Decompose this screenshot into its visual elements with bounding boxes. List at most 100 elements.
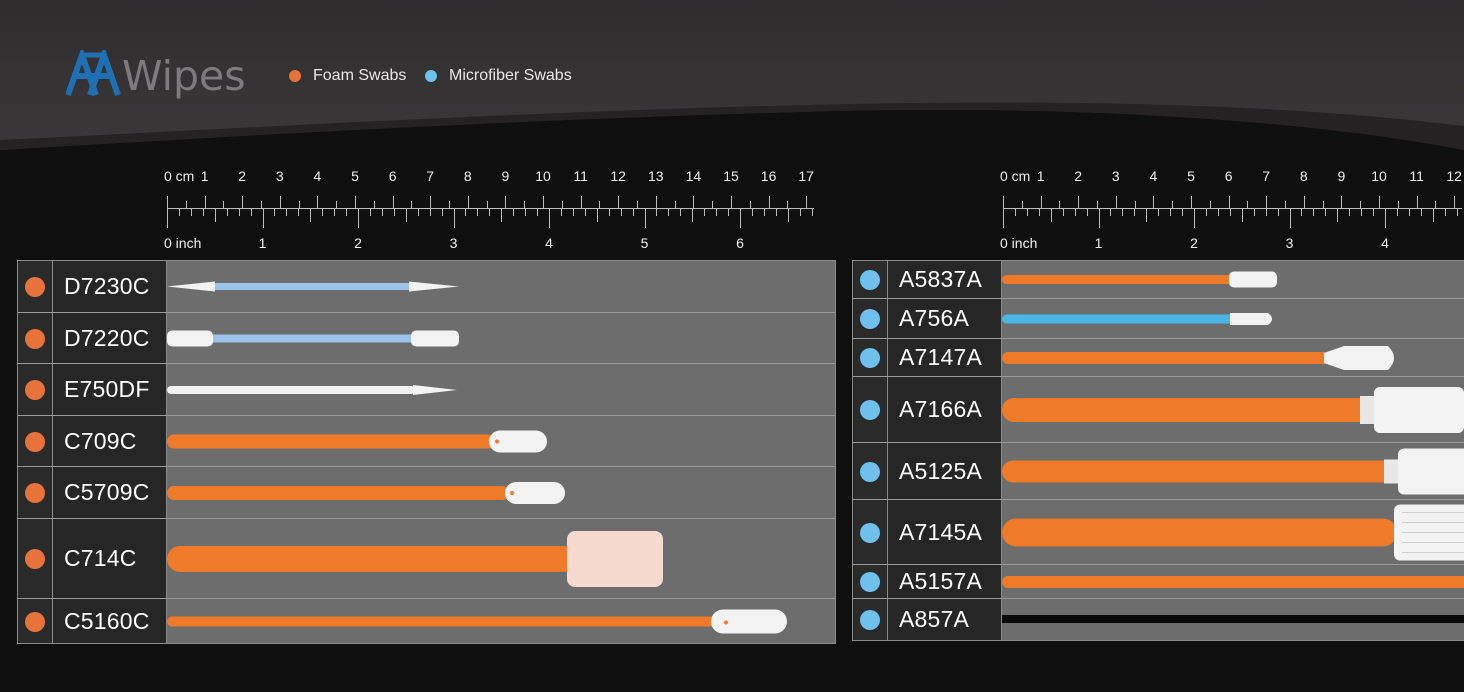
swab-head — [1398, 448, 1464, 495]
table-row[interactable]: A7147A — [853, 338, 1464, 376]
table-row[interactable]: D7220C — [18, 312, 835, 363]
half-cm-tick — [411, 201, 413, 208]
table-row[interactable]: A7166A — [853, 376, 1464, 442]
swab-head — [505, 482, 565, 504]
table-row[interactable]: C714C — [18, 518, 835, 598]
inch-subtick — [1146, 208, 1148, 222]
swab-head — [411, 330, 459, 347]
model-cell: C709C — [53, 416, 167, 466]
model-cell: D7220C — [53, 313, 167, 363]
cm-tick — [505, 196, 507, 208]
swab-handle — [167, 434, 495, 449]
swab-tip — [413, 385, 457, 395]
type-cell — [853, 565, 888, 598]
model-cell: A857A — [888, 599, 1002, 640]
table-row[interactable]: C5160C — [18, 598, 835, 643]
cm-tick — [279, 196, 281, 208]
swab-image-cell — [1002, 615, 1464, 623]
cm-label: 11 — [573, 168, 588, 184]
table-row[interactable]: A5837A — [853, 261, 1464, 298]
inch-subtick — [1349, 208, 1351, 216]
inch-subtick — [763, 208, 765, 216]
cm-label: 5 — [351, 168, 359, 184]
swab-image-cell — [167, 531, 663, 587]
swab-type-dot-icon — [25, 328, 45, 349]
table-row[interactable]: C709C — [18, 415, 835, 466]
table-row[interactable]: C5709C — [18, 466, 835, 518]
swab-image-cell — [1002, 576, 1464, 588]
half-cm-tick — [1322, 201, 1324, 208]
cm-label: 7 — [426, 168, 435, 184]
inch-subtick — [465, 208, 467, 216]
table-row[interactable]: A756A — [853, 298, 1464, 338]
model-name: A7145A — [899, 518, 983, 545]
inch-subtick — [501, 208, 503, 222]
inch-subtick — [560, 208, 562, 216]
half-cm-tick — [1285, 201, 1286, 208]
swab-head — [711, 609, 787, 634]
inch-subtick — [1122, 208, 1124, 216]
model-name: A7147A — [899, 344, 983, 370]
half-cm-tick — [1209, 201, 1211, 208]
inch-subtick — [1420, 208, 1422, 216]
cm-tick — [1153, 196, 1155, 208]
table-row[interactable]: A7145A — [853, 499, 1464, 564]
cm-label: 17 — [798, 168, 814, 184]
legend-foam-label: Foam Swabs — [313, 67, 407, 84]
swab-type-dot-icon — [25, 380, 45, 400]
half-cm-tick — [1059, 201, 1061, 208]
swab-type-dot-icon — [860, 610, 880, 630]
inch-subtick — [322, 208, 324, 216]
cm-label: 8 — [463, 168, 472, 184]
table-row[interactable]: A857A — [853, 598, 1464, 640]
cm-tick — [543, 196, 544, 208]
table-row[interactable]: D7230C — [18, 261, 835, 312]
inch-subtick — [1313, 208, 1315, 216]
inch-label: 5 — [640, 235, 649, 251]
swab-image — [1002, 615, 1464, 623]
swab-image-cell — [1002, 271, 1277, 288]
inch-subtick — [1026, 208, 1028, 216]
foam-dot-icon — [289, 70, 301, 82]
inch-subtick — [310, 208, 312, 222]
inch-subtick — [537, 208, 539, 216]
swab-dot — [724, 620, 728, 625]
inch-subtick — [799, 208, 801, 216]
swab-handle — [167, 386, 415, 394]
model-name: A5157A — [899, 568, 983, 594]
table-row[interactable]: A5125A — [853, 442, 1464, 499]
inch-subtick — [787, 208, 789, 222]
type-cell — [853, 500, 888, 564]
swab-image-cell — [1002, 504, 1464, 561]
model-name: E750DF — [64, 376, 150, 402]
table-row[interactable]: A5157A — [853, 564, 1464, 598]
cm-tick — [467, 196, 469, 208]
model-name: A756A — [899, 305, 970, 331]
inch-subtick — [489, 208, 491, 216]
swab-image — [167, 281, 459, 292]
table-row[interactable]: E750DF — [18, 363, 835, 415]
inch-subtick — [393, 208, 395, 216]
cm-tick — [204, 196, 206, 208]
cm-tick — [1266, 196, 1268, 208]
cm-label: 0 cm — [164, 168, 195, 184]
swab-type-dot-icon — [25, 549, 45, 569]
inch-subtick — [572, 208, 574, 216]
brand-logo[interactable]: Wipes — [65, 45, 256, 100]
cm-tick — [618, 196, 620, 208]
inch-tick — [358, 208, 359, 228]
model-name: A857A — [899, 606, 970, 632]
model-name: A5125A — [899, 457, 983, 484]
swab-type-dot-icon — [25, 431, 45, 452]
inch-label: 2 — [354, 235, 362, 251]
cm-label: 6 — [1224, 168, 1233, 184]
swab-handle — [1002, 314, 1234, 324]
inch-label: 0 inch — [1000, 235, 1038, 251]
inch-subtick — [1182, 208, 1184, 216]
inch-subtick — [286, 208, 288, 216]
swab-type-dot-icon — [860, 522, 880, 543]
cm-tick — [167, 196, 168, 208]
swab-image-cell — [1002, 448, 1464, 495]
inch-tick — [262, 208, 264, 228]
cm-tick — [1454, 196, 1456, 208]
